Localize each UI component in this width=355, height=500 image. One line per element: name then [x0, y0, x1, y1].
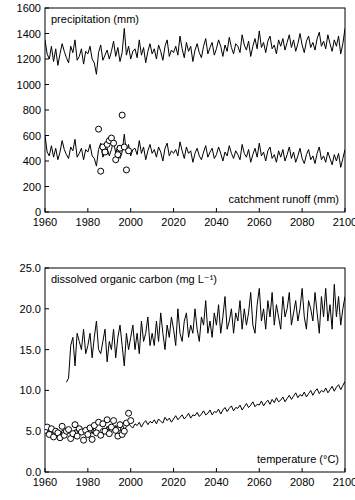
y-tick [45, 268, 49, 269]
scatter-point [106, 431, 112, 437]
y-tick-label: 15.0 [20, 344, 41, 356]
page: {"chart_data": [ {"type": "line", "xlim"… [0, 0, 355, 500]
series-label: catchment runoff (mm) [229, 193, 339, 205]
y-tick-label: 5.0 [26, 425, 41, 437]
x-tick-label: 1980 [76, 476, 100, 488]
x-tick [87, 468, 88, 472]
y-tick-label: 400 [23, 155, 41, 167]
x-tick-label: 2020 [161, 476, 185, 488]
data-line [45, 28, 345, 74]
y-tick [45, 390, 49, 391]
y-tick-label: 1000 [17, 79, 41, 91]
y-tick-label: 800 [23, 104, 41, 116]
scatter-point [102, 149, 108, 155]
scatter-point [81, 437, 87, 443]
scatter-point [115, 152, 121, 158]
data-marks [45, 28, 345, 174]
plot-frame [45, 8, 345, 212]
x-tick-label: 2020 [161, 216, 185, 228]
x-tick [45, 208, 46, 212]
scatter-point [111, 140, 117, 146]
data-line [45, 134, 345, 167]
y-tick-label: 1400 [17, 28, 41, 40]
y-tick-label: 600 [23, 130, 41, 142]
scatter-point [85, 431, 91, 437]
x-tick-label: 2080 [290, 216, 314, 228]
scatter-point [59, 423, 65, 429]
y-tick-label: 20.0 [20, 303, 41, 315]
y-tick [45, 135, 49, 136]
x-tick [87, 208, 88, 212]
y-tick [45, 212, 49, 213]
x-tick [345, 468, 346, 472]
y-tick-label: 1200 [17, 53, 41, 65]
scatter-point [123, 167, 129, 173]
scatter-point [98, 168, 104, 174]
x-tick-label: 1980 [76, 216, 100, 228]
y-tick [45, 84, 49, 85]
x-tick [345, 208, 346, 212]
x-tick-label: 1960 [33, 476, 57, 488]
scatter-point [126, 410, 132, 416]
y-tick [45, 308, 49, 309]
chart-panel: 0200400600800100012001400160019601980200… [17, 2, 355, 228]
y-tick-label: 25.0 [20, 262, 41, 274]
x-tick-label: 2000 [118, 216, 142, 228]
x-tick [216, 468, 217, 472]
y-tick-label: 200 [23, 181, 41, 193]
x-tick-label: 2060 [247, 476, 271, 488]
scatter-point [89, 436, 95, 442]
x-tick [173, 208, 174, 212]
x-tick [173, 468, 174, 472]
data-line [66, 284, 345, 382]
scatter-point [104, 417, 110, 423]
y-tick [45, 349, 49, 350]
y-tick [45, 186, 49, 187]
x-tick [130, 468, 131, 472]
plot-frame [45, 268, 345, 472]
y-tick [45, 110, 49, 111]
y-tick [45, 161, 49, 162]
scatter-point [128, 418, 134, 424]
series-label: dissolved organic carbon (mg L⁻¹) [51, 273, 217, 285]
scatter-point [117, 422, 123, 428]
y-tick-label: 10.0 [20, 384, 41, 396]
figure: 0200400600800100012001400160019601980200… [0, 0, 355, 500]
y-tick [45, 59, 49, 60]
x-tick-label: 2040 [204, 216, 228, 228]
scatter-point [121, 428, 127, 434]
x-tick [302, 468, 303, 472]
x-tick-label: 2100 [333, 216, 355, 228]
x-tick-label: 2000 [118, 476, 142, 488]
x-tick [259, 208, 260, 212]
x-tick [130, 208, 131, 212]
x-tick-label: 1960 [33, 216, 57, 228]
x-tick [302, 208, 303, 212]
y-tick-label: 1600 [17, 2, 41, 14]
scatter-point [96, 126, 102, 132]
scatter-point [119, 112, 125, 118]
x-tick [45, 468, 46, 472]
scatter-point [126, 148, 132, 154]
y-tick [45, 33, 49, 34]
scatter-point [111, 418, 117, 424]
data-marks [45, 284, 345, 443]
scatter-point [113, 427, 119, 433]
chart-panel: 0.05.010.015.020.025.0196019802000202020… [20, 262, 355, 488]
x-tick [259, 468, 260, 472]
data-line [45, 381, 345, 436]
x-tick [216, 208, 217, 212]
series-label: temperature (°C) [257, 453, 339, 465]
series-label: precipitation (mm) [51, 13, 139, 25]
x-tick-label: 2060 [247, 216, 271, 228]
x-tick-label: 2100 [333, 476, 355, 488]
x-tick-label: 2040 [204, 476, 228, 488]
y-tick [45, 472, 49, 473]
x-tick-label: 2080 [290, 476, 314, 488]
y-tick [45, 8, 49, 9]
